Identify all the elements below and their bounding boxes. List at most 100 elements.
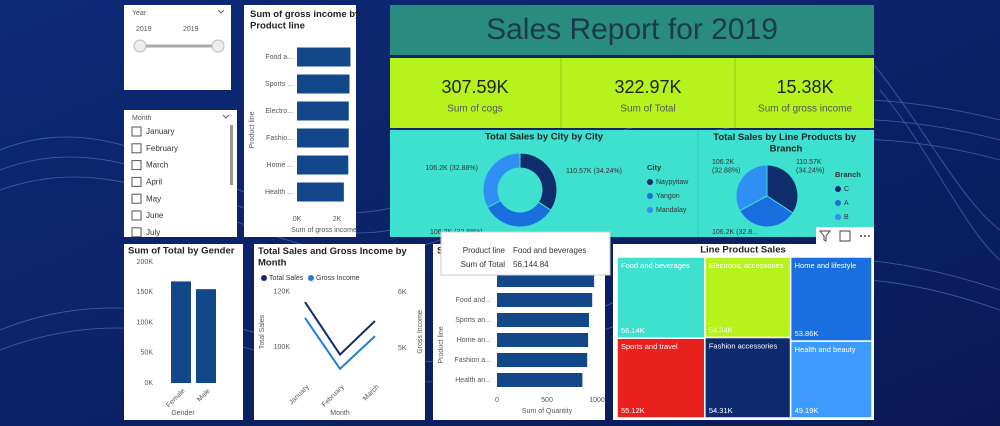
legend-label: Naypyitaw [656,179,689,186]
legend-label: Gross Income [316,275,360,282]
tooltip-value: 56,144.84 [513,260,549,269]
legend-marker [647,207,653,213]
x-axis-label: Sum of gross income [291,227,357,234]
slicer-item: February [146,144,178,153]
chevron-icon[interactable] [222,114,230,119]
legend-title: Branch [835,170,861,179]
treemap-cell [789,340,873,419]
treemap-cell [789,256,873,342]
slider-handle[interactable] [211,39,225,53]
y-tick-label: Fashio... [266,135,293,142]
legend-label: A [844,200,849,207]
text-line: Sum of gross income by [250,9,363,20]
chart-title: Line Product Sales [700,245,786,256]
checkbox[interactable] [131,176,142,187]
tooltip-label: Product line [463,246,506,255]
x-tick-label: 1000 [589,397,605,404]
y-tick-label: 50K [141,350,154,357]
y-tick-label: Health ... [265,189,293,196]
month-slicer-panel [124,110,237,237]
x-axis-label: Month [330,410,350,417]
chart-title: Sum of Total by Gender [128,246,235,257]
legend-marker [647,179,653,185]
slicer-item: July [146,228,160,237]
checkbox[interactable] [131,193,142,204]
cell-value: 56.14K [621,326,645,335]
bar [297,47,351,67]
checkbox[interactable] [131,160,142,171]
text-line: Product line [250,20,305,31]
legend-label: B [844,214,849,221]
slider-handle[interactable] [133,39,147,53]
legend-marker [647,193,653,199]
text-line: (34.24%) [796,167,824,174]
checkbox[interactable] [131,227,142,237]
data-label: 110.57K (34.24%) [796,159,824,174]
card-value: 15.38K [776,77,833,97]
bar [497,273,595,287]
y-tick-label: Fashion a... [454,357,491,364]
text-line: Branch [770,143,803,154]
x-axis-label: Sum of Quantity [522,408,573,415]
chevron-icon[interactable] [217,9,225,14]
cell-value: 54.34K [709,326,733,335]
text-line: 110.57K [796,159,824,166]
y-tick-label: 0K [144,380,153,387]
checkbox[interactable] [131,126,142,137]
filter-icon[interactable] [818,230,832,242]
chart-title: S [437,246,443,257]
legend-title: City [647,163,662,172]
x-tick-label: 0 [495,397,499,404]
slice [735,164,768,212]
focus-icon[interactable] [839,230,851,242]
tooltip-box [440,231,611,276]
slicer-item: January [146,127,174,136]
data-label: 106.2K (32.8... [712,229,758,236]
tooltip-value: Food and beverages [513,246,586,255]
x-tick-label: 0K [293,216,302,223]
slicer-title: Year [132,10,147,17]
slicer-from: 2019 [136,26,152,33]
cell-label: Electronic accessories [709,261,784,270]
data-label: 106.2K (32.88%) [425,165,478,172]
chart-title: Total Sales by Line Products by Branch [713,132,859,154]
slicer-item: April [146,178,162,187]
card-label: Sum of cogs [447,104,503,115]
data-label: 106.2K (32.88%) [712,159,740,174]
more-icon[interactable] [860,235,870,237]
bar [497,373,583,387]
bar [297,101,349,121]
cell-label: Food and beverages [621,261,690,270]
checkbox[interactable] [131,210,142,221]
y-tick-label: Home ... [267,162,294,169]
tooltip: Product line Food and beverages Sum of T… [440,231,611,276]
cell-label: Health and beauty [795,345,856,354]
checkbox[interactable] [131,143,142,154]
x-tick-label: 500 [541,397,553,404]
card-panel [390,58,874,128]
y2-axis-label: Gross Income [417,310,424,354]
slicer-item: June [146,211,164,220]
title-panel [390,5,874,55]
bar [497,313,589,327]
y-tick-label: Sports an... [455,317,491,324]
legend-label: Total Sales [269,275,304,282]
text-line: Total Sales and Gross Income by [258,246,409,257]
x-tick-label: 2K [333,216,342,223]
y-tick-label: Health an... [455,377,491,384]
slicer-title: Month [132,115,152,122]
cell-value: 53.86K [795,329,819,338]
slicer-item: March [146,161,168,170]
cell-value: 49.19K [795,406,819,415]
report-title: Sales Report for 2019 [486,13,778,46]
scrollbar[interactable] [230,125,233,185]
cards: 307.59K Sum of cogs 322.97K Sum of Total 15.… [441,77,852,115]
text-line: 106.2K [712,159,736,166]
legend-label: C [844,186,849,193]
tooltip-label: Sum of Total [461,260,506,269]
text-line: Month [258,257,287,268]
legend-marker [835,214,841,220]
y-tick-label: Food a... [265,54,293,61]
bar [196,289,216,383]
